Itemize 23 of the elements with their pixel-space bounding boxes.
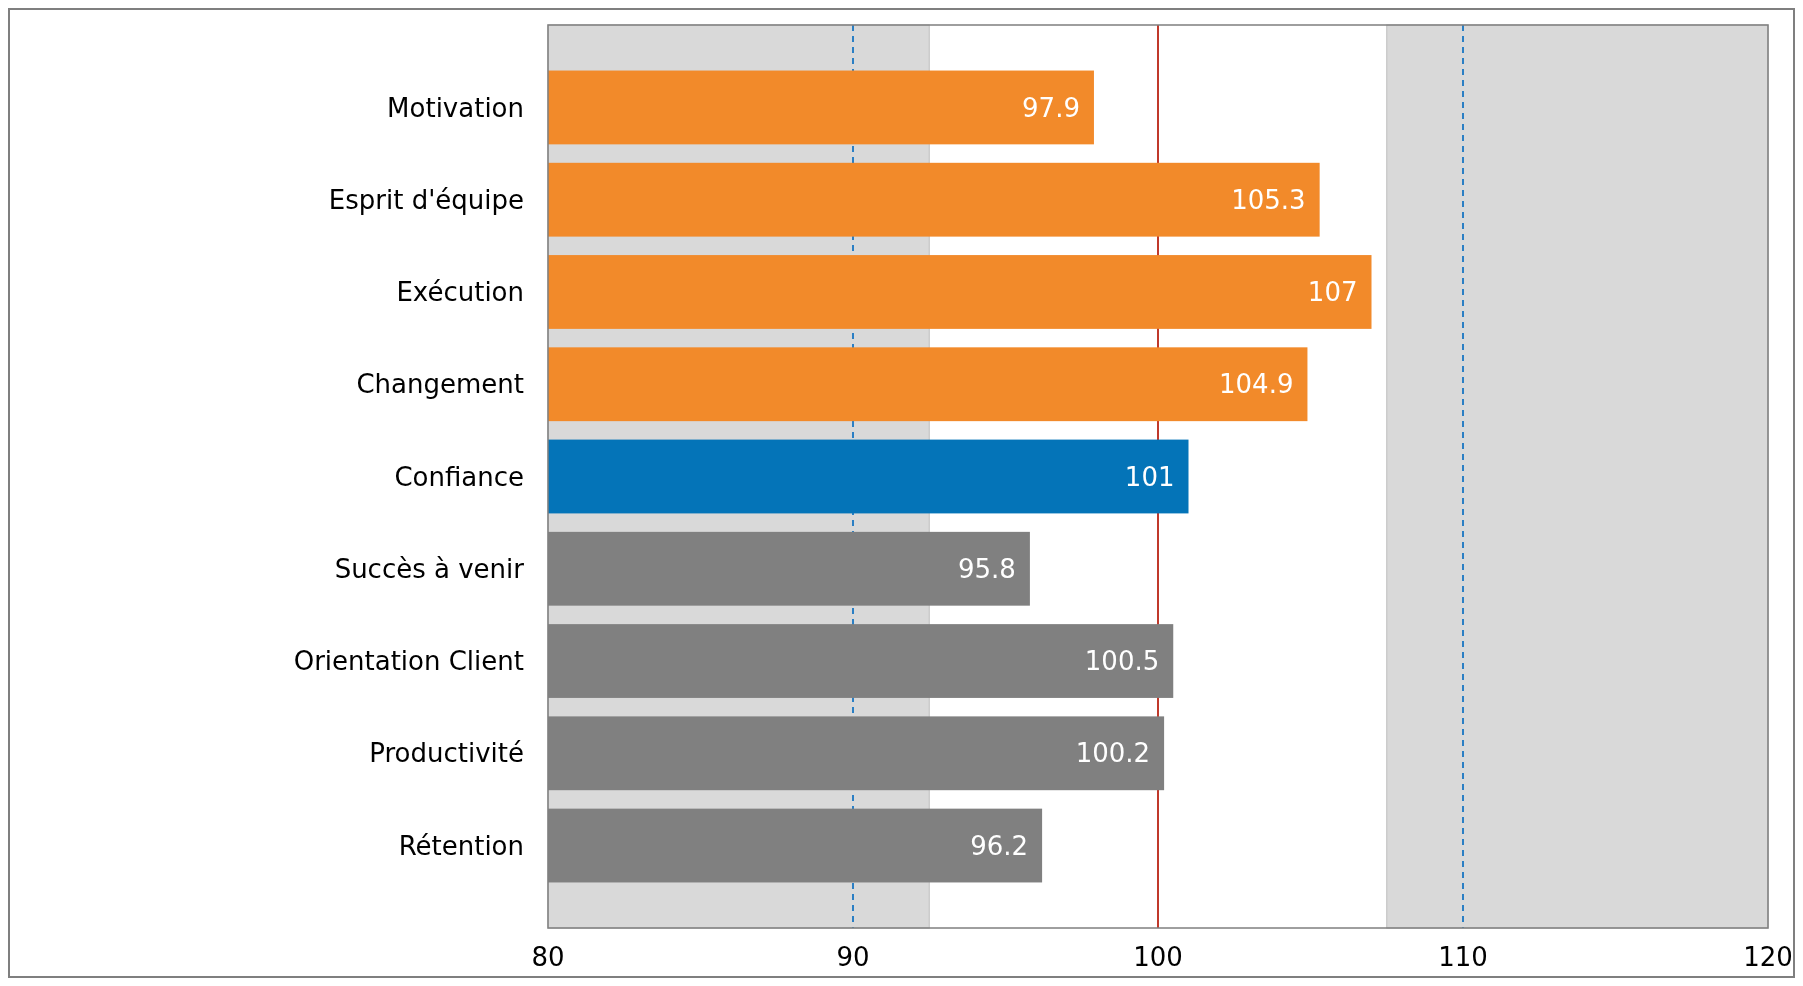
data-label: 101 <box>1124 461 1175 492</box>
y-tick-label: Motivation <box>387 92 524 123</box>
x-tick-label: 80 <box>531 942 565 972</box>
data-label: 96.2 <box>970 830 1029 861</box>
y-tick-label: Rétention <box>398 830 524 861</box>
y-tick-label: Orientation Client <box>293 646 524 677</box>
y-tick-label: Esprit d'équipe <box>328 184 524 215</box>
data-label: 105.3 <box>1231 184 1306 215</box>
data-label: 95.8 <box>958 553 1016 584</box>
data-label: 107 <box>1307 277 1358 308</box>
x-tick-label: 100 <box>1133 942 1183 972</box>
y-tick-label: Changement <box>356 369 524 400</box>
data-label: 100.5 <box>1084 646 1160 677</box>
data-label: 97.9 <box>1022 92 1080 123</box>
y-tick-label: Productivité <box>369 738 524 769</box>
y-tick-label: Exécution <box>396 277 524 308</box>
y-tick-label: Confiance <box>394 461 524 492</box>
x-tick-label: 120 <box>1743 942 1793 972</box>
y-tick-label: Succès à venir <box>334 553 525 584</box>
data-label: 104.9 <box>1219 369 1294 400</box>
x-tick-label: 110 <box>1438 942 1488 972</box>
x-tick-label: 90 <box>836 942 870 972</box>
data-label: 100.2 <box>1075 738 1151 769</box>
